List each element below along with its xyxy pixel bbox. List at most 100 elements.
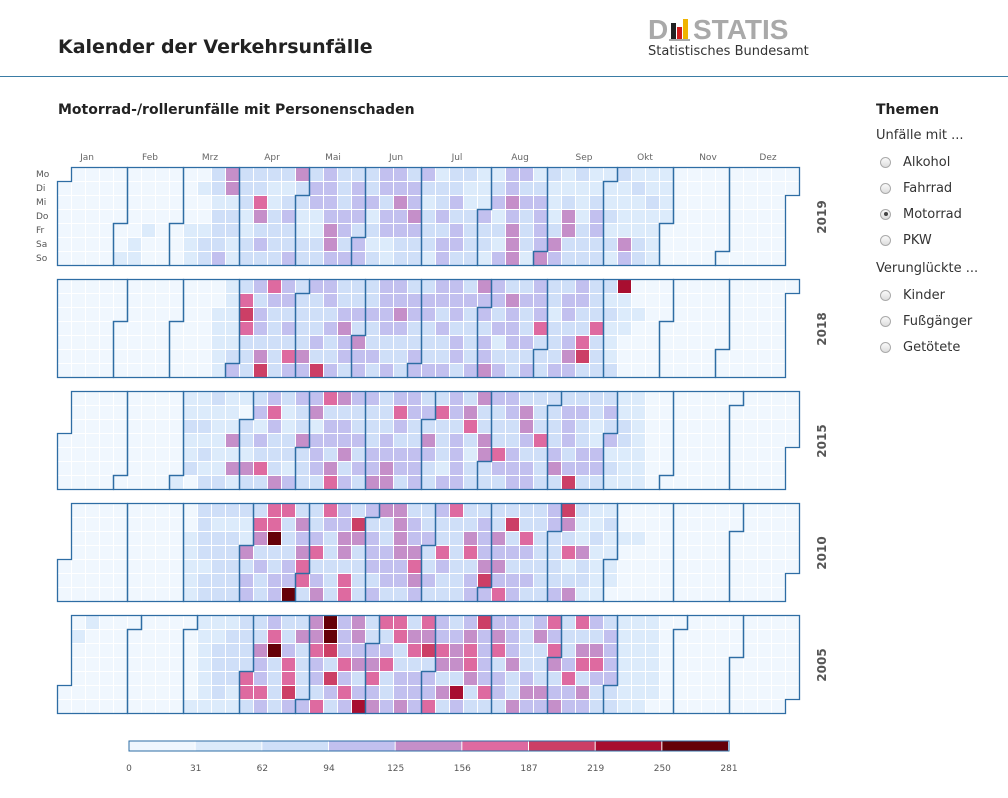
day-cell — [254, 518, 267, 531]
day-cell — [534, 252, 547, 265]
day-cell — [100, 504, 113, 517]
day-cell — [254, 392, 267, 405]
day-cell — [408, 406, 421, 419]
day-cell — [702, 658, 715, 671]
day-cell — [184, 574, 197, 587]
day-cell — [590, 196, 603, 209]
day-cell — [464, 308, 477, 321]
destatis-logo[interactable]: D STATIS Statistisches Bundesamt — [648, 14, 809, 62]
day-cell — [632, 518, 645, 531]
radio-icon-checked[interactable] — [880, 208, 891, 220]
day-cell — [520, 476, 533, 489]
day-cell — [618, 336, 631, 349]
day-cell — [170, 616, 183, 629]
day-cell — [212, 322, 225, 335]
radio-alkohol[interactable]: Alkohol — [876, 149, 1006, 175]
day-cell — [548, 420, 561, 433]
day-cell — [632, 168, 645, 181]
day-cell — [156, 630, 169, 643]
day-cell — [450, 672, 463, 685]
day-cell — [590, 532, 603, 545]
day-cell — [282, 252, 295, 265]
day-cell — [296, 350, 309, 363]
day-cell — [422, 560, 435, 573]
day-cell — [758, 336, 771, 349]
day-cell — [688, 210, 701, 223]
day-cell — [534, 294, 547, 307]
radio-fussgaenger[interactable]: Fußgänger — [876, 308, 1006, 334]
day-cell — [772, 700, 785, 713]
day-cell — [716, 420, 729, 433]
day-cell — [58, 322, 71, 335]
day-cell — [646, 406, 659, 419]
day-cell — [114, 448, 127, 461]
day-cell — [72, 224, 85, 237]
day-cell — [716, 392, 729, 405]
day-cell — [702, 686, 715, 699]
day-cell — [156, 448, 169, 461]
radio-motorrad[interactable]: Motorrad — [876, 201, 1006, 227]
day-cell — [492, 350, 505, 363]
day-cell — [674, 364, 687, 377]
day-cell — [492, 700, 505, 713]
radio-icon[interactable] — [880, 234, 891, 246]
day-cell — [394, 364, 407, 377]
day-cell — [128, 280, 141, 293]
radio-kinder[interactable]: Kinder — [876, 282, 1006, 308]
day-cell — [702, 196, 715, 209]
day-cell — [688, 630, 701, 643]
day-cell — [268, 630, 281, 643]
radio-fahrrad[interactable]: Fahrrad — [876, 175, 1006, 201]
day-cell — [324, 560, 337, 573]
day-cell — [226, 224, 239, 237]
radio-icon[interactable] — [880, 289, 891, 301]
day-cell — [408, 448, 421, 461]
day-cell — [240, 462, 253, 475]
day-cell — [72, 518, 85, 531]
day-cell — [660, 588, 673, 601]
day-cell — [604, 238, 617, 251]
day-cell — [128, 560, 141, 573]
day-cell — [128, 322, 141, 335]
day-cell — [282, 644, 295, 657]
day-cell — [170, 504, 183, 517]
day-cell — [422, 448, 435, 461]
radio-pkw[interactable]: PKW — [876, 227, 1006, 253]
day-cell — [674, 672, 687, 685]
day-cell — [632, 252, 645, 265]
day-cell — [58, 252, 71, 265]
day-cell — [394, 308, 407, 321]
day-cell — [198, 434, 211, 447]
day-cell — [212, 196, 225, 209]
day-cell — [618, 392, 631, 405]
day-cell — [72, 420, 85, 433]
day-cell — [324, 182, 337, 195]
day-cell — [772, 308, 785, 321]
day-cell — [646, 546, 659, 559]
day-cell — [730, 672, 743, 685]
legend-tick-label: 125 — [387, 764, 404, 774]
day-cell — [646, 462, 659, 475]
day-cell — [478, 518, 491, 531]
radio-icon[interactable] — [880, 315, 891, 327]
day-cell — [142, 574, 155, 587]
day-cell — [562, 644, 575, 657]
day-cell — [352, 364, 365, 377]
day-cell — [282, 210, 295, 223]
day-cell — [198, 336, 211, 349]
radio-icon[interactable] — [880, 182, 891, 194]
radio-icon[interactable] — [880, 156, 891, 168]
weekday-label: Di — [36, 184, 45, 194]
day-cell — [128, 294, 141, 307]
radio-getoetete[interactable]: Getötete — [876, 334, 1006, 360]
day-cell — [618, 168, 631, 181]
day-cell — [744, 210, 757, 223]
day-cell — [72, 532, 85, 545]
day-cell — [324, 406, 337, 419]
day-cell — [268, 336, 281, 349]
day-cell — [114, 588, 127, 601]
day-cell — [548, 504, 561, 517]
day-cell — [212, 686, 225, 699]
day-cell — [128, 364, 141, 377]
radio-icon[interactable] — [880, 341, 891, 353]
